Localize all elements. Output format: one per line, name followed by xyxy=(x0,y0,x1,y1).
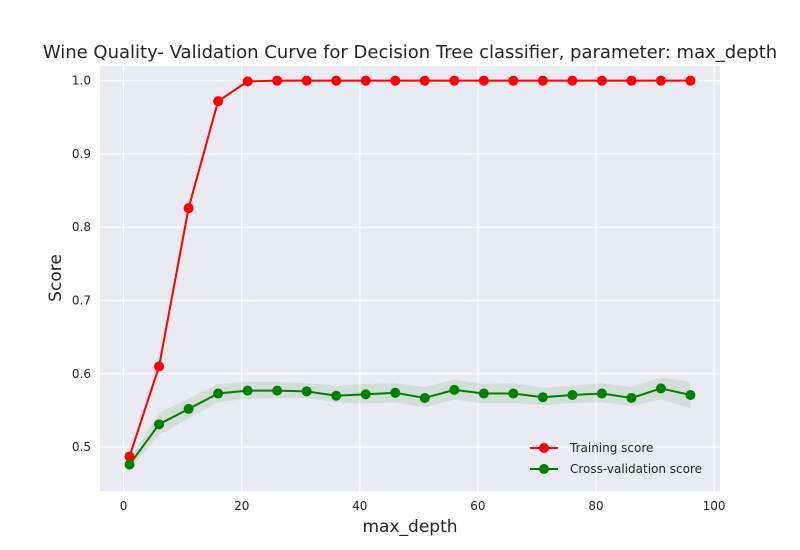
cross-validation-score-point xyxy=(567,390,578,401)
x-axis-label: max_depth xyxy=(362,517,457,537)
cross-validation-score-point xyxy=(124,459,135,470)
cross-validation-score-point xyxy=(213,388,224,399)
x-tick-label: 20 xyxy=(234,499,249,513)
training-score-point xyxy=(478,75,489,86)
y-tick-label: 0.5 xyxy=(72,440,91,454)
y-tick-labels: 0.5 0.6 0.7 0.8 0.9 1.0 xyxy=(72,74,91,454)
training-score-point xyxy=(508,75,519,86)
training-score-point xyxy=(626,75,637,86)
y-tick-label: 0.8 xyxy=(72,220,91,234)
legend-marker-training xyxy=(539,443,549,453)
legend-item-cross-validation: Cross-validation score xyxy=(530,462,702,476)
grid-lines xyxy=(100,66,720,491)
cross-validation-score-point xyxy=(331,390,342,401)
legend-marker-cross-validation xyxy=(539,464,549,474)
y-axis-label: Score xyxy=(46,254,66,302)
training-score-point xyxy=(124,451,135,462)
cross-validation-score-point xyxy=(360,389,371,400)
series-markers xyxy=(124,75,696,470)
cross-validation-score-point xyxy=(537,392,548,403)
plot-area xyxy=(100,66,720,491)
training-score-point xyxy=(390,75,401,86)
cross-validation-score-point xyxy=(685,390,696,401)
cross-validation-score-point xyxy=(272,385,283,396)
training-score-point xyxy=(301,75,312,86)
training-score-point xyxy=(183,203,194,214)
y-tick-label: 1.0 xyxy=(72,74,91,88)
x-tick-label: 60 xyxy=(470,499,485,513)
training-score-point xyxy=(537,75,548,86)
cross-validation-score-point xyxy=(626,392,637,403)
legend: Training score Cross-validation score xyxy=(530,441,702,476)
cross-validation-score-point xyxy=(508,388,519,399)
y-tick-label: 0.6 xyxy=(72,367,91,381)
training-score-point xyxy=(242,76,253,87)
cross-validation-score-point xyxy=(154,419,165,430)
x-tick-label: 80 xyxy=(588,499,603,513)
training-score-point xyxy=(685,75,696,86)
legend-label-training: Training score xyxy=(569,441,653,455)
cross-validation-std-band xyxy=(129,377,691,470)
training-score-point xyxy=(655,75,666,86)
x-tick-label: 40 xyxy=(352,499,367,513)
cross-validation-score-point xyxy=(390,387,401,398)
training-score-point xyxy=(449,75,460,86)
cross-validation-score-point xyxy=(596,388,607,399)
cross-validation-score-point xyxy=(449,384,460,395)
y-tick-label: 0.7 xyxy=(72,293,91,307)
training-score-point xyxy=(419,75,430,86)
training-score-point xyxy=(360,75,371,86)
x-tick-label: 0 xyxy=(120,499,128,513)
training-score-point xyxy=(567,75,578,86)
x-tick-labels: 0 20 40 60 80 100 xyxy=(120,499,726,513)
cross-validation-score-point xyxy=(419,392,430,403)
confidence-bands xyxy=(129,377,691,470)
cross-validation-score-point xyxy=(242,385,253,396)
training-score-point xyxy=(154,361,165,372)
legend-label-cross-validation: Cross-validation score xyxy=(570,462,702,476)
y-tick-label: 0.9 xyxy=(72,147,91,161)
training-score-point xyxy=(596,75,607,86)
cross-validation-score-point xyxy=(301,386,312,397)
cross-validation-score-point xyxy=(655,383,666,394)
cross-validation-score-point xyxy=(183,403,194,414)
training-score-point xyxy=(331,75,342,86)
x-tick-label: 100 xyxy=(703,499,726,513)
legend-item-training: Training score xyxy=(530,441,653,455)
chart-title: Wine Quality- Validation Curve for Decis… xyxy=(43,42,777,63)
cross-validation-score-point xyxy=(478,388,489,399)
training-score-point xyxy=(213,96,224,107)
training-score-point xyxy=(272,75,283,86)
